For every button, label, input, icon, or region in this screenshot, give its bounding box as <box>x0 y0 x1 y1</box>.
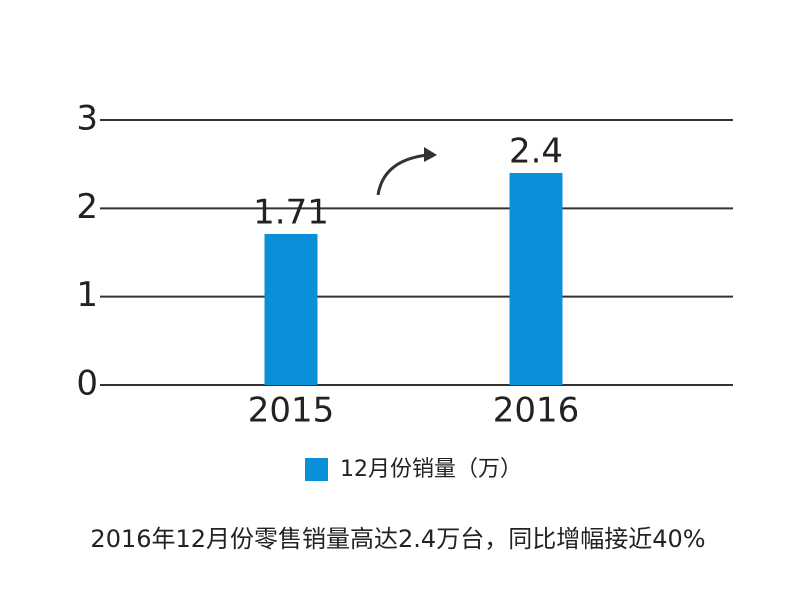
bar <box>264 233 318 385</box>
trend-arrow <box>376 153 429 196</box>
value-label: 1.71 <box>253 192 329 232</box>
legend-swatch <box>305 458 328 481</box>
y-tick-label: 1 <box>76 275 98 315</box>
x-tick-label: 2015 <box>248 391 335 431</box>
value-label: 2.4 <box>509 132 563 172</box>
y-tick-label: 3 <box>76 99 98 139</box>
caption: 2016年12月份零售销量高达2.4万台，同比增幅接近40% <box>90 525 705 553</box>
y-tick-label: 0 <box>76 364 98 404</box>
legend-label: 12月份销量（万） <box>340 457 522 482</box>
y-tick-label: 2 <box>76 187 98 227</box>
bar <box>509 173 563 385</box>
x-tick-label: 2016 <box>493 391 580 431</box>
trend-arrow-head <box>424 147 437 162</box>
